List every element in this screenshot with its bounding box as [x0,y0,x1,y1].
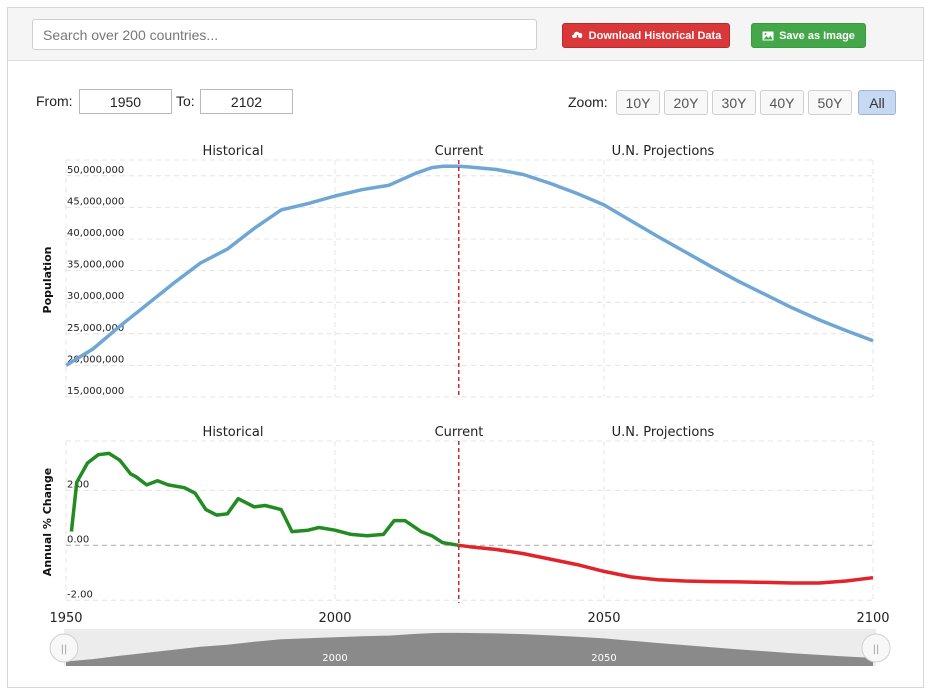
zoom-20y-button[interactable]: 20Y [664,90,708,115]
growth-section-historical: Historical [203,425,264,440]
navigator-label-2050: 2050 [591,653,616,664]
population-y-tick-labels: 15,000,000 20,000,000 25,000,000 30,000,000… [67,165,124,397]
x-tick-2100: 2100 [856,611,889,626]
x-tick-2050: 2050 [587,611,620,626]
range-navigator[interactable]: 2000 2050 || || [49,629,891,666]
population-axis-title: Population [41,247,54,314]
y-tick-label: 20,000,000 [67,354,124,365]
to-year-input[interactable] [200,89,293,114]
zoom-10y-button[interactable]: 10Y [616,90,660,115]
right-handle-grip-icon: || [873,644,880,655]
y-tick-label: 30,000,000 [67,291,124,302]
y-tick-label: 45,000,000 [67,196,124,207]
country-search-input[interactable] [32,19,537,50]
toolbar: Download Historical Data Save as Image [8,8,923,61]
left-handle-grip-icon: || [61,644,68,655]
population-series-line [65,164,874,367]
download-historical-data-button[interactable]: Download Historical Data [562,23,730,48]
population-section-historical: Historical [203,144,264,159]
zoom-40y-button[interactable]: 40Y [760,90,804,115]
growth-grid [65,440,874,603]
y-tick-label: 35,000,000 [67,260,124,271]
growth-section-projections: U.N. Projections [612,425,715,440]
y-tick-label: 50,000,000 [67,165,124,176]
navigator-right-handle[interactable]: || [861,633,891,663]
y-tick-label: 15,000,000 [67,386,124,397]
y-tick-label: 40,000,000 [67,228,124,239]
from-year-input[interactable] [79,89,172,114]
y-tick-label: 0.00 [67,534,89,545]
cloud-download-icon [571,31,582,41]
growth-historical-line [69,451,459,548]
population-grid [65,159,874,398]
y-tick-label: -2.00 [67,589,93,600]
growth-axis-title: Annual % Change [41,468,54,576]
population-section-projections: U.N. Projections [612,144,715,159]
image-icon [762,31,774,40]
navigator-label-2000: 2000 [322,653,347,664]
zoom-label: Zoom: [568,94,608,110]
save-as-image-button[interactable]: Save as Image [751,23,866,48]
x-tick-2000: 2000 [318,611,351,626]
zoom-50y-button[interactable]: 50Y [808,90,852,115]
save-button-label: Save as Image [779,29,855,42]
navigator-area [66,632,873,666]
download-button-label: Download Historical Data [588,29,722,42]
x-tick-1950: 1950 [49,611,82,626]
zoom-all-button[interactable]: All [858,90,896,115]
growth-y-tick-labels: -2.000.002.00 [67,479,93,600]
navigator-left-handle[interactable]: || [49,633,79,663]
from-label: From: [36,93,73,109]
growth-section-current: Current [435,425,484,440]
to-label: To: [176,93,195,109]
y-tick-label: 25,000,000 [67,323,124,334]
population-section-current: Current [435,144,484,159]
zoom-30y-button[interactable]: 30Y [712,90,756,115]
chart-widget: Download Historical Data Save as Image F… [7,7,924,688]
growth-projected-line [458,543,874,585]
